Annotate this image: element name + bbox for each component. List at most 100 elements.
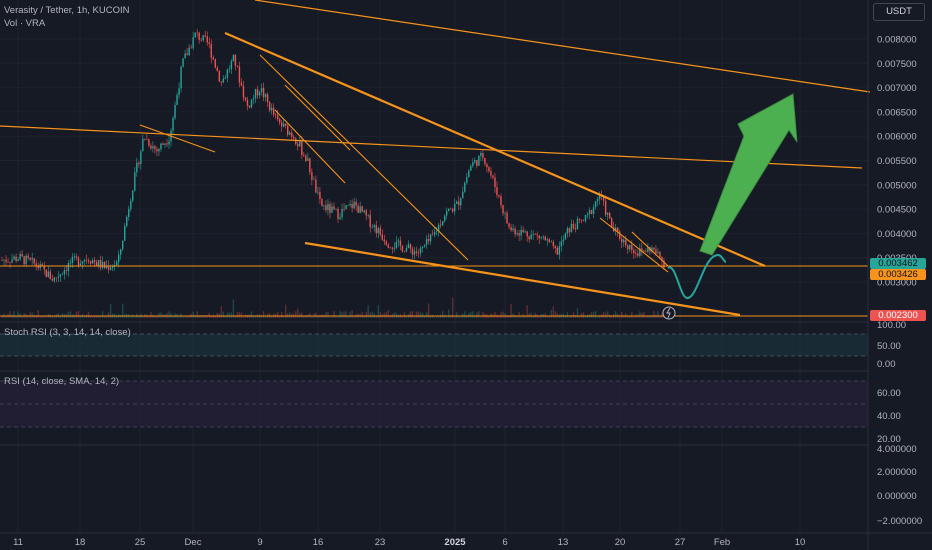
indicator-tick-label: 60.00 xyxy=(877,388,901,399)
volume-bar xyxy=(230,312,233,318)
up-arrow[interactable] xyxy=(699,93,798,256)
volume-bar xyxy=(649,316,651,318)
rsi-legend[interactable]: RSI (14, close, SMA, 14, 2) xyxy=(4,376,120,387)
volume-bar xyxy=(584,315,587,318)
volume-bar xyxy=(452,297,454,318)
candle-body xyxy=(33,258,35,264)
volume-bar xyxy=(403,312,406,318)
volume-bar xyxy=(472,311,474,318)
price-tick-label: 0.007500 xyxy=(877,59,917,70)
volume-bar xyxy=(270,316,273,318)
candle-body xyxy=(389,247,392,249)
candle-body xyxy=(450,208,452,210)
volume-bar xyxy=(103,316,106,318)
currency-button[interactable]: USDT xyxy=(873,3,925,21)
candle-body xyxy=(604,200,607,215)
candle-body xyxy=(210,43,212,58)
indicator-tick-label: 40.00 xyxy=(877,411,901,422)
candle-body xyxy=(474,160,476,163)
candle-body xyxy=(25,255,27,265)
volume-bar xyxy=(447,309,450,318)
volume-bar xyxy=(417,311,420,318)
candle-body xyxy=(554,246,557,248)
volume-bar xyxy=(134,316,136,318)
volume-bar xyxy=(343,311,345,318)
candle-body xyxy=(584,214,587,222)
volume-bar xyxy=(216,312,218,318)
volume-bar xyxy=(623,316,625,318)
volume-bar xyxy=(99,315,102,318)
candle-body xyxy=(331,206,333,213)
volume-bar xyxy=(339,311,341,318)
time-axis[interactable]: 11 18 25 Dec 9 16 23 2025 6 13 20 27 Feb 10 xyxy=(13,537,805,548)
candle-body xyxy=(647,246,649,252)
candle-body xyxy=(590,210,593,214)
volume-bar xyxy=(458,316,460,318)
candle-body xyxy=(490,171,492,176)
volume-bar xyxy=(1,315,3,318)
volume-bar xyxy=(31,312,33,318)
volume-bar xyxy=(87,311,90,318)
volume-bar xyxy=(130,316,132,318)
volume-bar xyxy=(629,315,631,318)
volume-bar xyxy=(405,315,408,318)
candle-body xyxy=(291,132,293,137)
volume-bar xyxy=(305,315,307,318)
candle-body xyxy=(297,144,299,147)
candle-body xyxy=(287,125,289,135)
candle-body xyxy=(347,205,349,206)
price-tick-label: 0.008000 xyxy=(877,35,917,46)
trendline-wedge-bottom xyxy=(304,241,741,317)
volume-bar xyxy=(200,315,202,318)
projection-curve[interactable] xyxy=(667,253,727,299)
volume-bar xyxy=(369,312,371,318)
volume-bar xyxy=(27,315,29,318)
lightning-marker[interactable] xyxy=(662,306,676,320)
volume-bar xyxy=(470,311,472,318)
candle-body xyxy=(538,235,540,239)
candle-body xyxy=(610,218,613,228)
volume-bar xyxy=(15,316,17,318)
candle-body xyxy=(568,228,571,233)
stoch-rsi-legend[interactable]: Stoch RSI (3, 3, 14, 14, close) xyxy=(4,327,131,338)
volume-bar xyxy=(148,316,150,318)
candle-body xyxy=(443,215,446,222)
candle-body xyxy=(478,155,480,166)
volume-bar xyxy=(260,316,263,318)
candle-body xyxy=(486,164,488,168)
candle-body xyxy=(305,155,307,161)
volume-bar xyxy=(234,315,237,318)
volume-bar xyxy=(639,311,641,318)
candle-body xyxy=(534,233,536,235)
symbol-legend[interactable]: Verasity / Tether, 1h, KUCOIN xyxy=(4,5,130,16)
price-axis[interactable]: 0.008000 0.007500 0.007000 0.006500 0.006000… xyxy=(877,35,917,289)
time-tick-label: 18 xyxy=(75,537,86,548)
candle-body xyxy=(663,260,665,268)
volume-bar xyxy=(23,312,25,318)
trendlines[interactable] xyxy=(0,0,871,317)
candle-body xyxy=(431,234,434,236)
volume-legend[interactable]: Vol · VRA xyxy=(4,18,46,29)
candle-body xyxy=(433,231,436,235)
trendline-small-1 xyxy=(599,217,669,273)
candle-body xyxy=(118,254,120,262)
volume-bar xyxy=(254,316,257,318)
volume-bar xyxy=(377,305,379,318)
volume-bar xyxy=(156,316,158,318)
volume-bars xyxy=(1,297,665,318)
volume-bar xyxy=(311,316,313,318)
indicator-tick-label: 100.00 xyxy=(877,320,906,331)
candle-body xyxy=(73,256,76,258)
time-tick-label: 16 xyxy=(313,537,324,548)
time-tick-label: Feb xyxy=(714,537,730,548)
time-tick-label: 20 xyxy=(615,537,626,548)
volume-bar xyxy=(454,316,456,318)
candle-body xyxy=(325,205,327,211)
stoch-rsi-pane xyxy=(0,321,868,357)
candle-body xyxy=(59,274,62,277)
candle-body xyxy=(236,65,239,67)
volume-bar xyxy=(303,316,305,318)
candle-body xyxy=(89,261,92,264)
volume-bar xyxy=(524,316,526,318)
